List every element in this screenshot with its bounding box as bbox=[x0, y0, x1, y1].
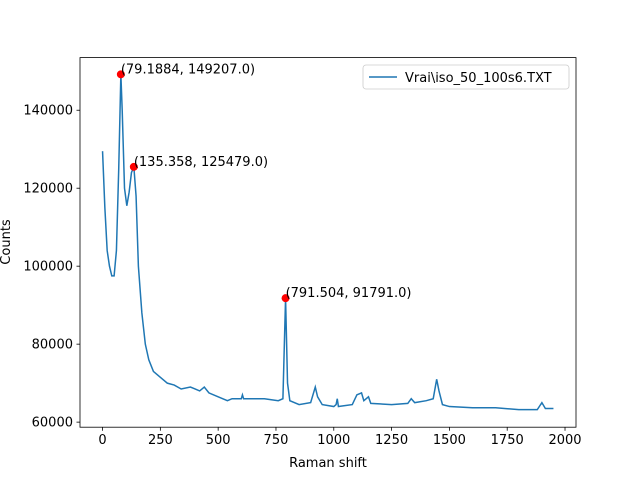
y-axis-label: Counts bbox=[0, 219, 14, 265]
x-tick-label: 750 bbox=[264, 433, 289, 448]
x-axis-label: Raman shift bbox=[289, 456, 367, 471]
x-tick-label: 1500 bbox=[433, 433, 466, 448]
y-tick-label: 120000 bbox=[23, 182, 73, 197]
y-tick-label: 60000 bbox=[32, 416, 73, 431]
legend-box bbox=[362, 64, 570, 90]
y-tick-label: 80000 bbox=[32, 338, 73, 353]
y-tick-label: 100000 bbox=[23, 260, 73, 275]
x-tick-label: 2000 bbox=[548, 433, 581, 448]
peak-marker bbox=[281, 294, 290, 303]
peak-marker bbox=[116, 70, 125, 79]
legend-label: Vrai\iso_50_100s6.TXT bbox=[405, 71, 552, 86]
x-tick-label: 1250 bbox=[375, 433, 408, 448]
x-tick-label: 250 bbox=[148, 433, 173, 448]
x-tick-label: 1750 bbox=[491, 433, 524, 448]
x-tick-label: 0 bbox=[98, 433, 106, 448]
y-tick-label: 140000 bbox=[23, 104, 73, 119]
peak-annotation: (791.504, 91791.0) bbox=[286, 286, 412, 301]
plot-area bbox=[80, 57, 576, 428]
peak-annotation: (135.358, 125479.0) bbox=[134, 155, 268, 170]
peak-marker bbox=[129, 162, 138, 171]
x-tick-label: 500 bbox=[206, 433, 231, 448]
peak-annotation: (79.1884, 149207.0) bbox=[121, 62, 255, 77]
x-tick-label: 1000 bbox=[317, 433, 350, 448]
axes-frame bbox=[79, 57, 577, 428]
data-line bbox=[101, 74, 554, 411]
